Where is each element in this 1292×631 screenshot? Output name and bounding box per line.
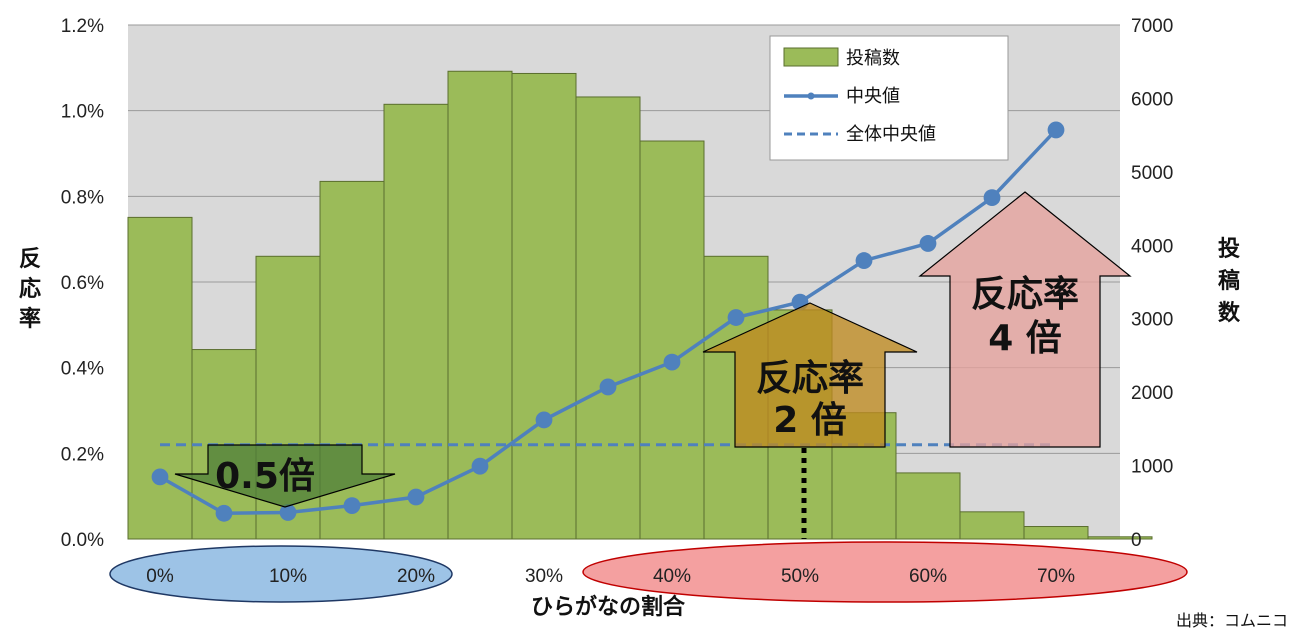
median-line [151, 121, 1065, 522]
y-axis-title-char: 反 [19, 247, 41, 272]
y2-tick-label: 3000 [1131, 310, 1173, 331]
legend-swatch-marker [807, 92, 815, 100]
y2-tick-label: 2000 [1131, 383, 1173, 404]
y-tick-label: 1.0% [61, 102, 104, 123]
y2-tick-label: 4000 [1131, 236, 1173, 257]
range-highlights [109, 541, 1188, 603]
y-tick-label: 1.2% [61, 16, 104, 37]
x-tick-label: 10% [269, 566, 307, 587]
high-range-oval [582, 541, 1188, 603]
x-tick-label: 50% [781, 566, 819, 587]
x-axis-title: ひらがなの割合 [531, 594, 686, 620]
legend-swatch-bar [783, 47, 839, 67]
up-arrow-double [702, 302, 918, 448]
legend-label: 中央値 [846, 86, 900, 107]
legend-label: 投稿数 [846, 48, 900, 69]
right-axis-ticks: 0 1000 2000 3000 4000 5000 6000 7000 [1131, 16, 1173, 551]
x-tick-label: 20% [397, 566, 435, 587]
bar [1087, 536, 1153, 540]
bar [575, 96, 641, 540]
y2-tick-label: 7000 [1131, 16, 1173, 37]
y2-tick-label: 0 [1131, 530, 1142, 551]
bar [447, 70, 513, 540]
y-axis-title-char: 率 [19, 306, 41, 332]
y2-tick-label: 5000 [1131, 163, 1173, 184]
y-tick-label: 0.2% [61, 444, 104, 465]
y2-axis-title-char: 投 [1218, 237, 1240, 262]
bar [895, 472, 961, 540]
y2-axis-title-char: 稿 [1218, 268, 1240, 294]
y-tick-label: 0.0% [61, 530, 104, 551]
annotation-double-line1: 反応率 [756, 358, 864, 399]
bar [1023, 526, 1089, 540]
x-tick-label: 30% [525, 566, 563, 587]
bar [511, 72, 577, 540]
annotation-half-text: 0.5倍 [215, 456, 315, 497]
y-tick-label: 0.4% [61, 359, 104, 380]
down-arrow-half [174, 444, 396, 508]
bar [639, 140, 705, 540]
annotation-quad-line2: 4 倍 [988, 318, 1062, 359]
axis-titles: ひらがなの割合 反応率 投稿数 [19, 237, 1241, 620]
y2-tick-label: 6000 [1131, 89, 1173, 110]
y2-axis-title-char: 数 [1218, 300, 1241, 326]
x-tick-label: 60% [909, 566, 947, 587]
y-tick-label: 0.8% [61, 187, 104, 208]
low-range-oval [109, 545, 453, 603]
source-note: 出典：コムニコ [1176, 611, 1288, 630]
x-tick-label: 70% [1037, 566, 1075, 587]
annotation-double-line2: 2 倍 [773, 400, 847, 441]
y2-tick-label: 1000 [1131, 457, 1173, 478]
legend-label: 全体中央値 [846, 124, 936, 145]
up-arrow-quad [918, 191, 1132, 448]
left-axis-ticks: 0.0% 0.2% 0.4% 0.6% 0.8% 1.0% 1.2% [61, 16, 104, 551]
y-axis-title-char: 応 [19, 276, 41, 302]
y-tick-label: 0.6% [61, 273, 104, 294]
x-tick-label: 40% [653, 566, 691, 587]
line-series [151, 121, 1065, 522]
annotation-quad-line1: 反応率 [971, 274, 1079, 315]
x-tick-label: 0% [146, 566, 174, 587]
bar [959, 511, 1025, 540]
x-axis-ticks: 0% 10% 20% 30% 40% 50% 60% 70% [146, 566, 1075, 587]
